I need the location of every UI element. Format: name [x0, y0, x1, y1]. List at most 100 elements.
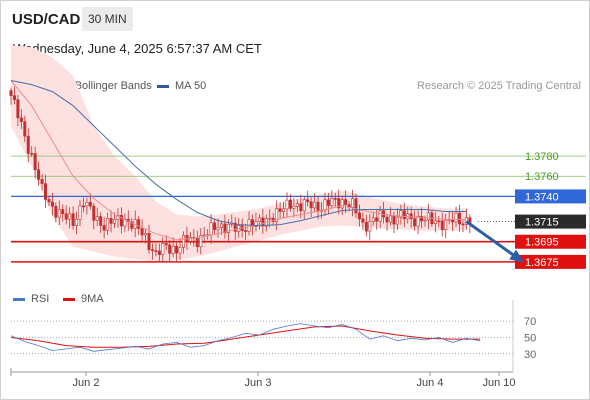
candle-body: [413, 218, 417, 227]
candle-body: [440, 220, 444, 230]
candle-body: [9, 90, 13, 96]
candle-body: [371, 217, 375, 222]
candle-body: [216, 227, 220, 230]
ma20-line: [10, 80, 467, 241]
candle-body: [85, 202, 89, 207]
rsi-tick-label-30: 30: [524, 349, 536, 361]
candle-body: [99, 216, 103, 226]
candle-body: [199, 235, 203, 248]
rsi-line: [10, 323, 481, 352]
candle-body: [437, 220, 441, 223]
candle-body: [33, 153, 37, 171]
candle-body: [168, 244, 172, 254]
candle-body: [223, 223, 227, 234]
level-label-1.3760: 1.3760: [525, 171, 559, 183]
candle-body: [40, 179, 44, 184]
candle-body: [454, 212, 458, 223]
candle-body: [213, 222, 217, 230]
candle-body: [175, 245, 179, 254]
credit-text: Research © 2025 Trading Central: [416, 80, 581, 92]
candle-body: [268, 217, 272, 220]
candle-body: [182, 235, 186, 248]
candle-body: [113, 218, 117, 224]
x-tick-label-Jun 2: Jun 2: [73, 377, 100, 389]
candle-body: [275, 208, 279, 223]
candle-body: [54, 205, 58, 218]
candle-body: [81, 205, 85, 208]
candle-body: [171, 245, 175, 254]
candle-body: [420, 215, 424, 222]
candle-body: [333, 198, 337, 200]
candle-body: [330, 198, 334, 206]
candle-body: [285, 199, 289, 210]
candle-body: [209, 222, 213, 236]
candle-body: [43, 183, 47, 200]
candle-body: [433, 220, 437, 224]
candle-body: [37, 169, 41, 180]
candle-body: [130, 221, 134, 229]
rsi-tick-label-70: 70: [524, 316, 536, 328]
candle-body: [161, 243, 165, 255]
candle-body: [30, 153, 34, 155]
candle-body: [323, 199, 327, 211]
ma50-line: [10, 80, 467, 227]
rsi-ma-legend-label: 9MA: [81, 293, 104, 305]
candle-body: [47, 199, 51, 203]
candle-body: [109, 218, 113, 224]
rsi-tick-label-50: 50: [524, 332, 536, 344]
candle-body: [461, 223, 465, 226]
candle-body: [357, 212, 361, 220]
candle-body: [368, 221, 372, 232]
x-tick-label-Jun 3: Jun 3: [245, 377, 272, 389]
candle-body: [23, 121, 27, 137]
candle-body: [150, 249, 154, 251]
level-badge-1.3675: [515, 254, 586, 269]
rsi-ma-swatch: [63, 297, 75, 301]
candle-body: [444, 219, 448, 230]
candle-body: [188, 237, 192, 242]
rsi-panel-bg: [11, 318, 513, 356]
candle-body: [385, 216, 389, 223]
candle-body: [399, 210, 403, 218]
candle-body: [92, 205, 96, 221]
candle-body: [302, 199, 306, 212]
candle-body: [226, 223, 230, 234]
candle-body: [154, 250, 158, 252]
candle-body: [278, 208, 282, 212]
candle-body: [61, 209, 65, 215]
ma50-legend-label: MA 50: [175, 80, 207, 92]
candle-body: [26, 135, 30, 154]
candle-body: [88, 202, 92, 207]
level-label-1.3675: 1.3675: [525, 257, 559, 269]
candle-body: [254, 221, 258, 227]
candle-body: [178, 247, 182, 254]
candle-body: [354, 198, 358, 214]
legend-rsi: RSI: [13, 293, 49, 305]
datetime-label: Wednesday, June 4, 2025 6:57:37 AM CET: [13, 41, 262, 56]
level-badge-1.3740: [515, 189, 586, 204]
candle-body: [282, 208, 286, 212]
candle-body: [375, 217, 379, 222]
candle-body: [392, 215, 396, 225]
candle-body: [306, 199, 310, 203]
timeframe-badge[interactable]: 30 MIN: [82, 7, 133, 31]
legend-rsi-ma: 9MA: [63, 293, 104, 305]
candle-body: [195, 237, 199, 248]
legend-ma50: MA 50: [157, 80, 206, 92]
candle-body: [295, 203, 299, 207]
level-badge-1.3715: [515, 214, 586, 229]
pair-title: USD/CAD: [12, 11, 81, 28]
candle-body: [423, 219, 427, 222]
candle-body: [257, 217, 261, 222]
candles-group: [9, 86, 472, 263]
candle-body: [68, 213, 72, 220]
level-label-1.3695: 1.3695: [525, 237, 559, 249]
candle-body: [292, 205, 296, 209]
candle-body: [351, 198, 355, 208]
forecast-arrow-head: [509, 249, 524, 263]
x-tick-label-Jun 10: Jun 10: [482, 377, 515, 389]
candle-body: [164, 243, 168, 246]
candle-body: [426, 212, 430, 221]
candle-body: [313, 201, 317, 209]
level-label-1.3740: 1.3740: [525, 191, 559, 203]
